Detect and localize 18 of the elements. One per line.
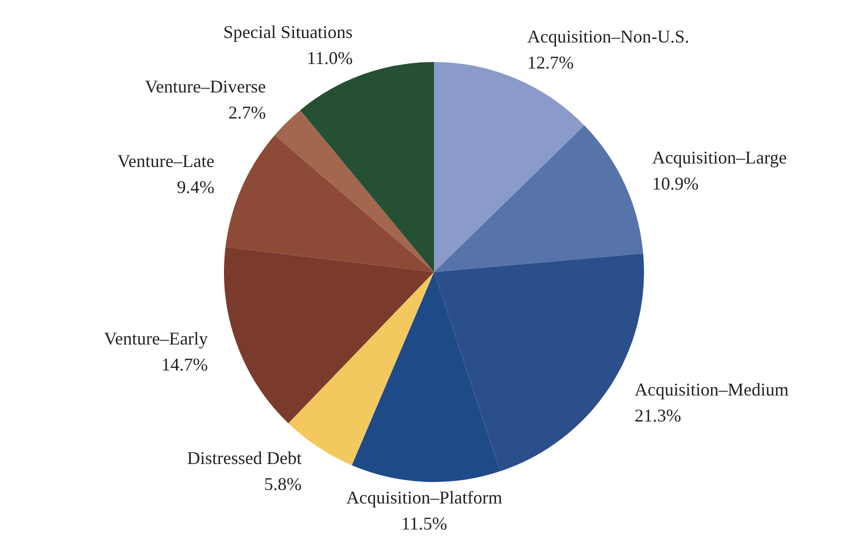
slice-label: Acquisition–Medium xyxy=(634,380,789,400)
data-label: 12.7% xyxy=(527,52,574,73)
data-label: 9.4% xyxy=(176,177,214,198)
data-label: 11.5% xyxy=(401,514,448,534)
slice-label: Venture–Late xyxy=(117,151,214,172)
slice-label: Distressed Debt xyxy=(187,448,302,468)
slice-label: Special Situations xyxy=(223,22,353,42)
slice-label: Acquisition–Large xyxy=(652,148,787,168)
slice-label: Venture–Early xyxy=(104,328,208,348)
data-label: 2.7% xyxy=(228,102,266,122)
data-label: 11.0% xyxy=(306,48,353,68)
data-label: 5.8% xyxy=(264,474,302,494)
data-label: 21.3% xyxy=(634,406,682,426)
slice-label: Venture–Diverse xyxy=(144,76,266,96)
data-label: 10.9% xyxy=(652,174,699,194)
slice-label: Acquisition–Platform xyxy=(346,488,502,508)
slice-label: Acquisition–Non-U.S. xyxy=(527,26,690,47)
data-label: 14.7% xyxy=(161,354,208,374)
